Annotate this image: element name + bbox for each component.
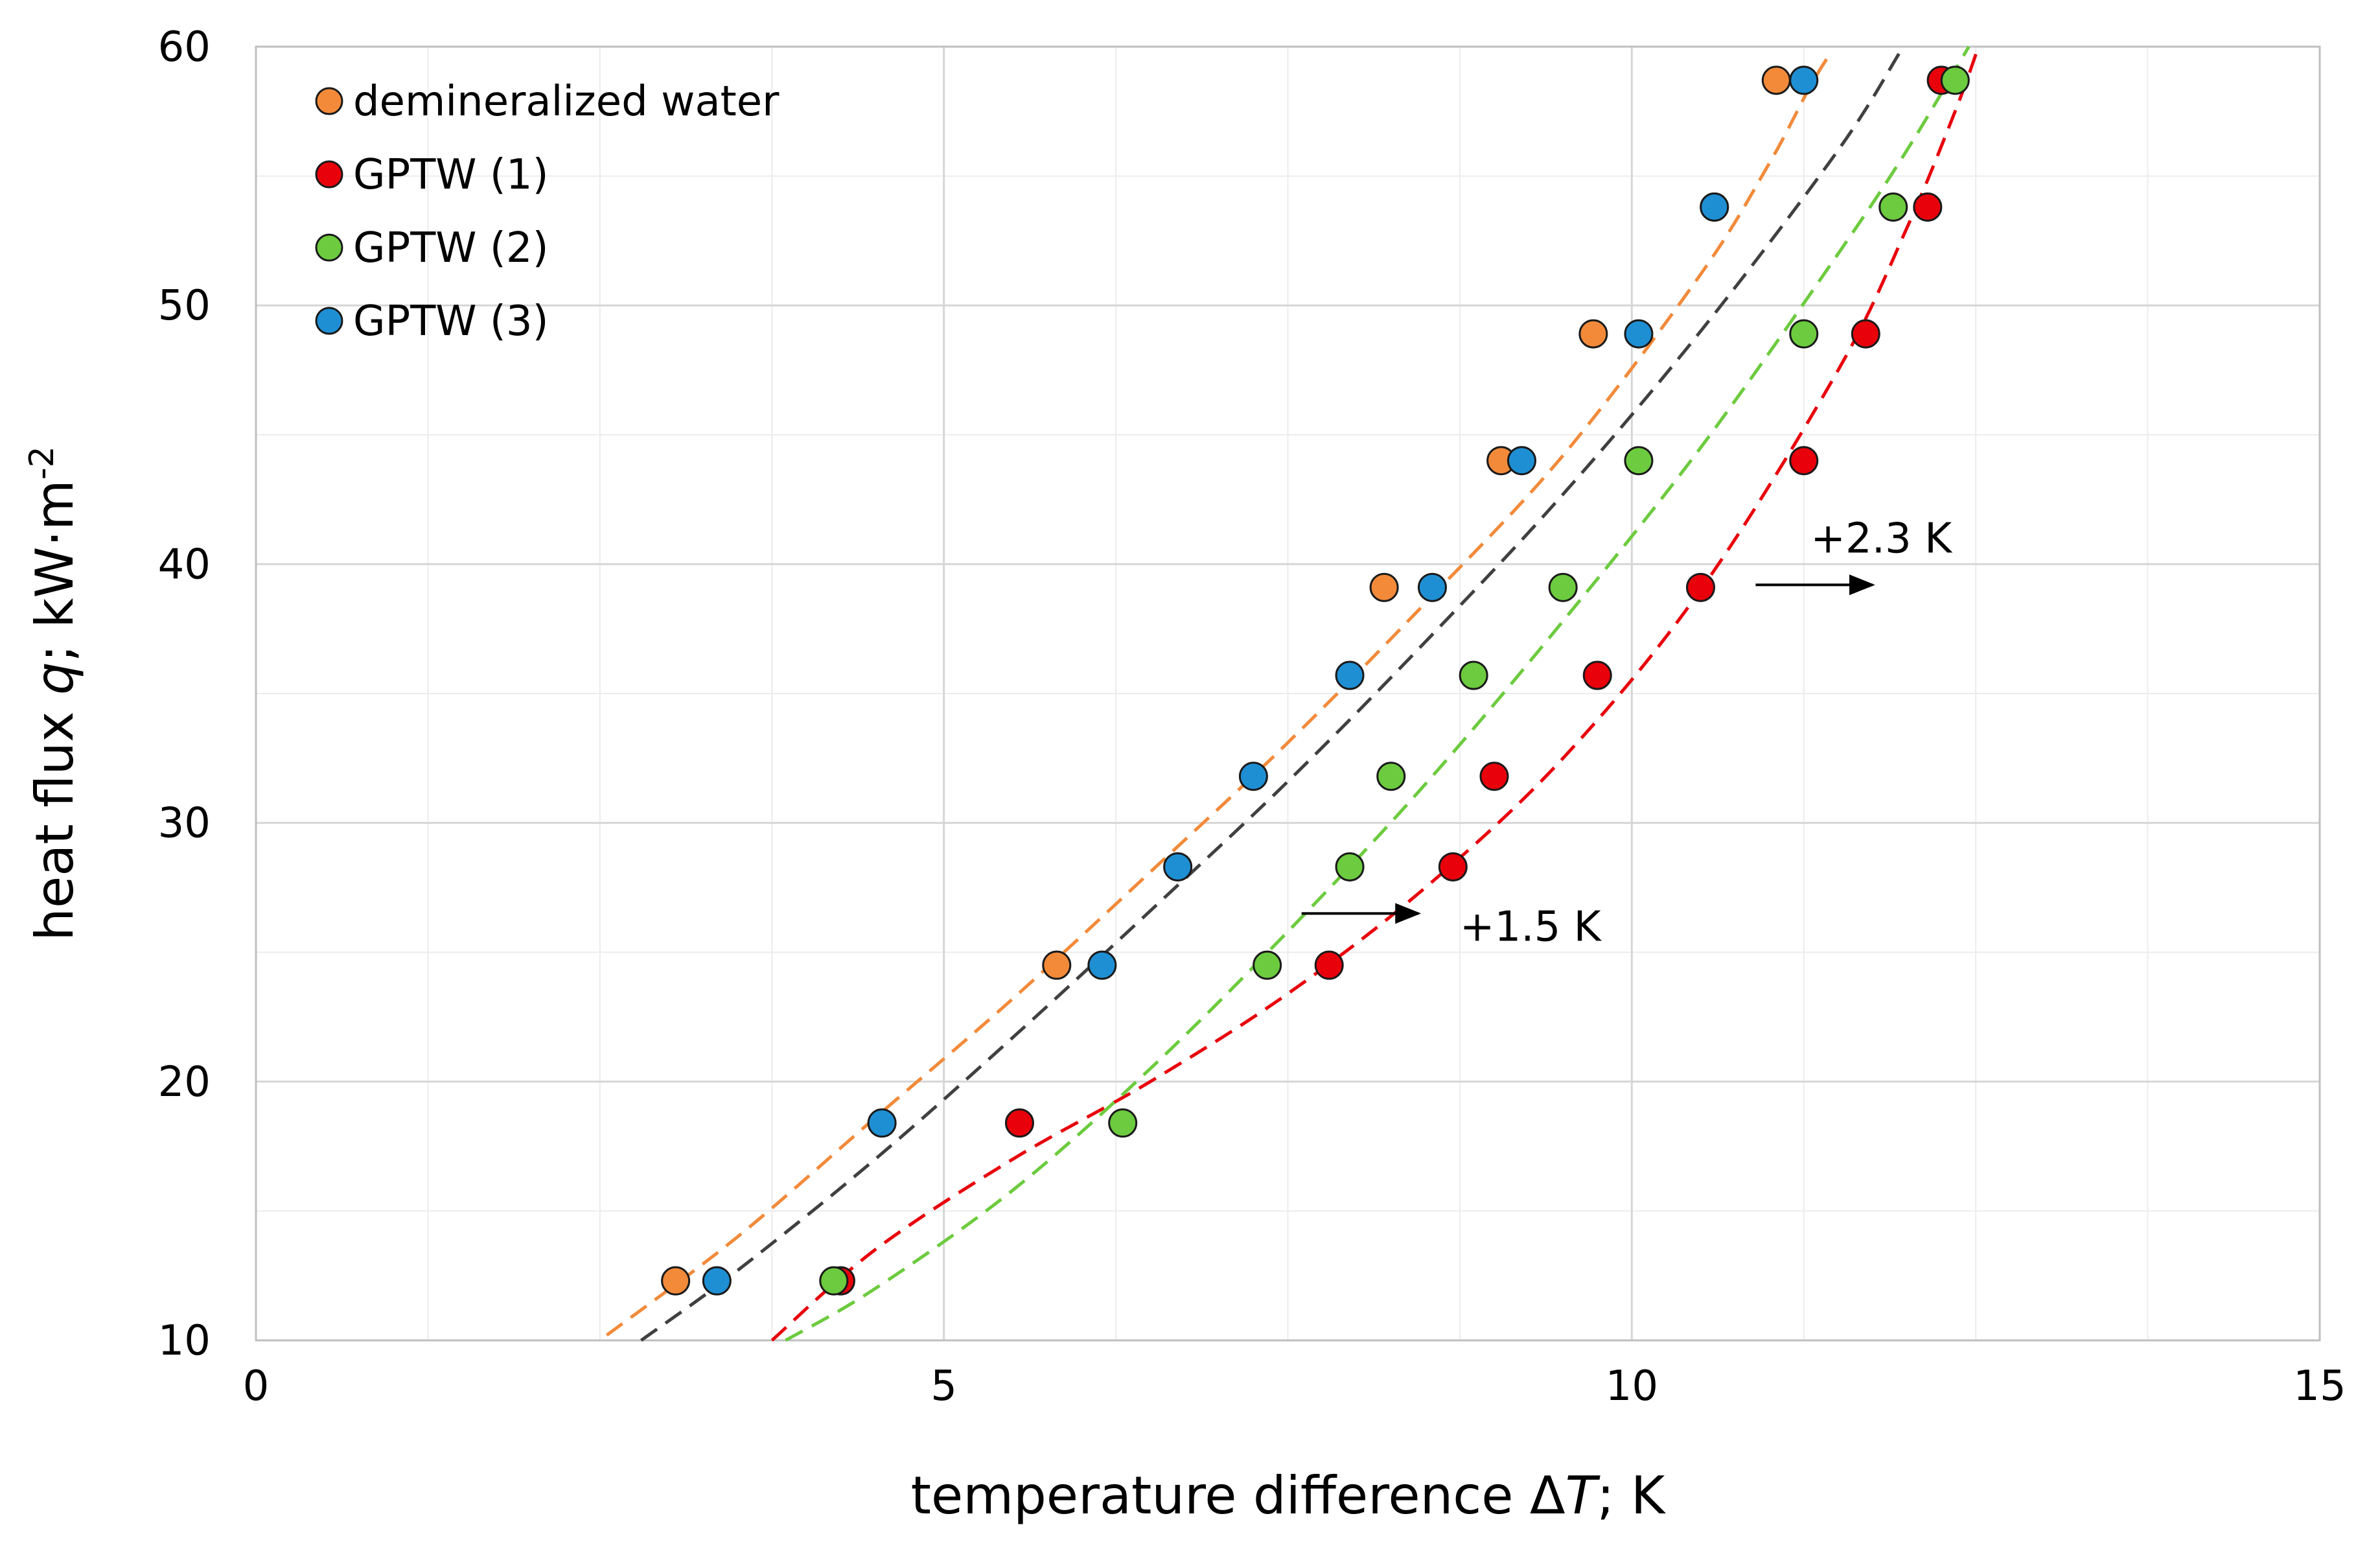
data-point-series-2 (1314, 950, 1344, 980)
data-point-series-2 (1479, 762, 1509, 791)
y-axis-title-exponent: -2 (23, 446, 62, 480)
data-point-series-2 (1913, 192, 1943, 222)
legend-label: GPTW (3) (353, 297, 549, 345)
data-point-series-4 (1163, 852, 1193, 881)
legend-marker (315, 160, 343, 189)
legend-marker (315, 233, 343, 262)
x-tick-label: 15 (2293, 1362, 2346, 1410)
data-point-series-3 (1376, 762, 1406, 791)
fit-curve-series-4 (640, 51, 1902, 1342)
data-point-series-1 (1042, 950, 1072, 980)
data-point-series-3 (1108, 1108, 1138, 1138)
data-point-series-4 (1700, 192, 1729, 222)
data-point-series-2 (1851, 319, 1880, 349)
data-point-series-3 (819, 1266, 849, 1296)
data-point-series-3 (1789, 319, 1819, 349)
minor-gridlines (256, 47, 2320, 1340)
data-point-series-4 (1087, 950, 1117, 980)
legend-label: demineralized water (353, 78, 780, 126)
data-points (661, 65, 1970, 1296)
x-axis-title-prefix: temperature difference Δ (911, 1465, 1565, 1526)
fit-curve-series-2 (770, 46, 1980, 1342)
y-tick-label: 20 (158, 1058, 211, 1106)
data-point-series-1 (1761, 65, 1791, 95)
data-point-series-4 (1789, 65, 1819, 95)
data-point-series-4 (1624, 319, 1654, 349)
x-axis-title-variable: T (1565, 1465, 1601, 1526)
y-tick-label: 50 (158, 282, 211, 330)
data-point-series-4 (702, 1266, 732, 1296)
y-axis-title-prefix: heat flux (25, 695, 85, 941)
y-axis-title-variable: q (25, 662, 85, 695)
y-tick-label: 40 (158, 541, 211, 589)
y-axis-title-unit: ; kW·m (25, 480, 85, 662)
legend-label: GPTW (1) (353, 151, 549, 199)
plot-frame (255, 45, 2321, 1342)
data-point-series-2 (1686, 572, 1715, 602)
data-point-series-1 (1369, 572, 1399, 602)
x-tick-label: 5 (930, 1362, 957, 1410)
data-point-series-3 (1624, 446, 1654, 476)
data-point-series-4 (1507, 446, 1536, 476)
data-point-series-3 (1335, 852, 1365, 881)
annotation-label: +1.5 K (1460, 903, 1602, 951)
x-tick-label: 10 (1606, 1362, 1658, 1410)
data-point-series-3 (1940, 65, 1970, 95)
data-point-series-2 (1582, 660, 1612, 690)
x-tick-labels: 0 5 10 15 (243, 1362, 2346, 1410)
x-axis-title: temperature difference ΔT; K (911, 1465, 1667, 1526)
fit-curve-series-1 (605, 51, 1833, 1336)
y-tick-label: 60 (158, 23, 211, 71)
legend-marker (315, 307, 343, 335)
y-axis-title: heat flux q; kW·m-2 (23, 446, 85, 940)
y-tick-labels: 10 20 30 40 50 60 (158, 23, 211, 1365)
data-point-series-1 (1578, 319, 1608, 349)
data-point-series-2 (1789, 446, 1819, 476)
x-tick-label: 0 (243, 1362, 270, 1410)
fit-curves (605, 45, 1980, 1342)
annotation-label: +2.3 K (1810, 515, 1953, 563)
legend-label: GPTW (2) (353, 224, 549, 272)
data-point-series-2 (1004, 1108, 1034, 1138)
data-point-series-1 (661, 1266, 691, 1296)
y-tick-label: 10 (158, 1317, 211, 1365)
x-axis-title-unit: ; K (1597, 1465, 1667, 1526)
data-point-series-3 (1548, 572, 1578, 602)
data-point-series-4 (1335, 660, 1365, 690)
data-point-series-4 (1238, 762, 1268, 791)
data-point-series-3 (1878, 192, 1908, 222)
legend: demineralized water GPTW (1) GPTW (2) GPTW … (315, 78, 780, 345)
y-tick-label: 30 (158, 800, 211, 848)
annotations: +2.3 K +1.5 K (1301, 515, 1953, 951)
fit-curve-series-3 (785, 45, 1970, 1342)
data-point-series-4 (1417, 572, 1447, 602)
legend-marker (315, 87, 343, 115)
data-point-series-4 (867, 1108, 897, 1138)
data-point-series-3 (1253, 950, 1282, 980)
data-point-series-2 (1438, 852, 1468, 881)
data-point-series-3 (1459, 660, 1488, 690)
